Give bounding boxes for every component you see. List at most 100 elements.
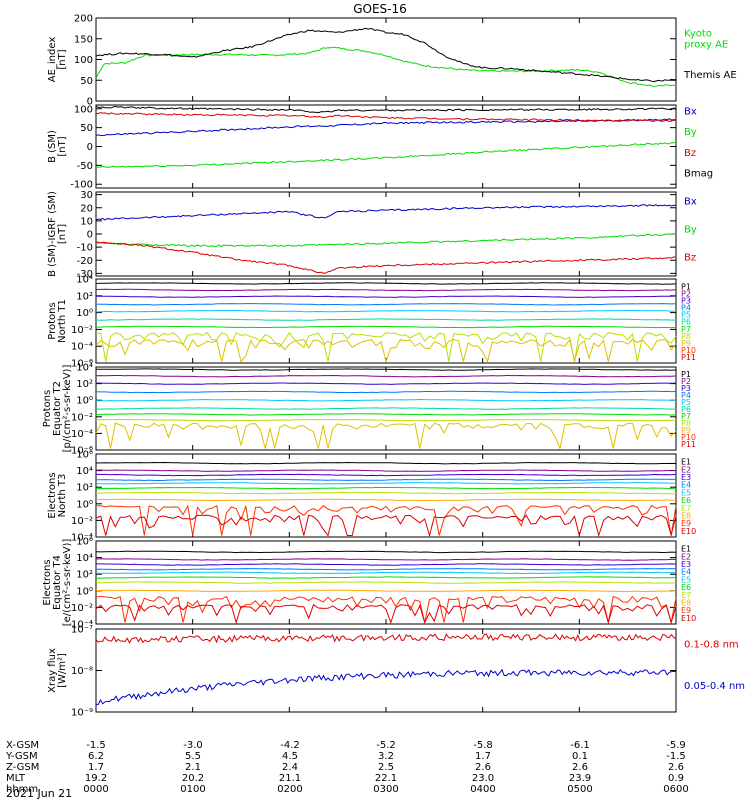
- series-line-p2: [95, 374, 677, 378]
- legend-e8: E8: [681, 512, 691, 521]
- y-tick-label: 10⁻²: [71, 325, 93, 336]
- y-axis-label: [nT]: [57, 49, 68, 69]
- series-line-e8: [95, 498, 677, 502]
- y-tick-label: 10⁻⁹: [71, 708, 93, 719]
- legend-p5: P5: [681, 398, 691, 407]
- y-tick-label: 0: [87, 142, 93, 153]
- footer-value: 0200: [277, 784, 302, 795]
- footer-value: -5.9: [666, 740, 686, 751]
- footer-value: -1.5: [86, 740, 106, 751]
- footer-value: 4.5: [282, 751, 298, 762]
- legend-e2: E2: [681, 465, 691, 474]
- legend-e8: E8: [681, 599, 691, 608]
- y-axis-label: North T1: [57, 299, 68, 343]
- y-tick-label: 10⁴: [76, 466, 93, 477]
- legend-e9: E9: [681, 519, 691, 528]
- series-line-e4: [95, 567, 677, 571]
- legend-p10: P10: [681, 346, 696, 355]
- footer-value: 3.2: [378, 751, 394, 762]
- panel-5: 10⁻⁶ 10⁻⁴ 10⁻² 10⁰ 10² 10⁴ Protons Equator T2 [p…: [42, 363, 696, 457]
- y-tick-label: -10: [77, 243, 93, 254]
- legend-e4: E4: [681, 481, 691, 490]
- legend-e2: E2: [681, 552, 691, 561]
- legend-e7: E7: [681, 504, 691, 513]
- footer-value: 0100: [180, 784, 205, 795]
- footer-value: -1.5: [666, 751, 686, 762]
- series-line-p4: [95, 303, 677, 306]
- y-tick-label: 10⁻²: [71, 516, 93, 527]
- y-tick-label: 50: [80, 76, 93, 87]
- y-axis-label: B (SM)-IGRF (SM): [47, 191, 58, 277]
- y-tick-label: 10⁻⁷: [71, 625, 93, 636]
- footer-value: 2.4: [282, 762, 298, 773]
- legend-e6: E6: [681, 496, 691, 505]
- series-line-e2: [95, 558, 677, 561]
- panel-7: 10⁻⁴ 10⁻² 10⁰ 10² 10⁴ 10⁶ Electrons Equator T4[…: [42, 537, 696, 631]
- series-line-p6: [95, 407, 676, 410]
- y-axis-label: Electrons: [47, 472, 58, 518]
- series-line-p9: [95, 422, 677, 451]
- series-line-p2: [95, 288, 677, 292]
- series-line-e5: [95, 482, 676, 485]
- y-tick-label: 10⁴: [76, 275, 93, 286]
- footer-value: 6.2: [88, 751, 104, 762]
- legend-e5: E5: [681, 575, 691, 584]
- footer-value: -4.2: [280, 740, 300, 751]
- legend-e1: E1: [681, 458, 691, 467]
- y-axis-label: [nT]: [57, 224, 68, 244]
- y-tick-label: 10⁻⁶: [71, 359, 93, 370]
- y-tick-label: 10⁴: [76, 553, 93, 564]
- y-tick-label: 100: [74, 55, 93, 66]
- y-tick-label: -20: [77, 256, 93, 267]
- series-line-e1: [95, 461, 677, 465]
- legend-p11: P11: [681, 440, 696, 449]
- y-tick-label: 10⁻⁴: [71, 620, 93, 631]
- legend-label: Bz: [684, 148, 696, 159]
- y-tick-label: 20: [80, 203, 93, 214]
- series-line-e10: [95, 603, 677, 625]
- y-tick-label: 10⁻²: [71, 412, 93, 423]
- y-tick-label: 200: [74, 14, 93, 25]
- series-line-p3: [95, 382, 677, 385]
- series-line-p4: [95, 390, 677, 394]
- footer-value: 0500: [567, 784, 592, 795]
- legend-p3: P3: [681, 384, 691, 393]
- footer-value: 0.9: [668, 773, 684, 784]
- series-line-e9: [95, 504, 677, 536]
- footer-value: -3.0: [183, 740, 203, 751]
- footer-value: 0.1: [572, 751, 588, 762]
- y-axis-label: Protons: [42, 390, 53, 427]
- legend-p1: P1: [681, 282, 691, 291]
- series-line-e6: [96, 486, 676, 490]
- series-line-kyoto-proxy-ae: [95, 46, 677, 88]
- panel-frame: [95, 628, 677, 713]
- legend-e4: E4: [681, 568, 691, 577]
- footer-row-label: MLT: [6, 773, 26, 784]
- y-tick-label: 0: [87, 97, 93, 108]
- series-line-p8: [95, 331, 677, 362]
- panel-4: 10⁻⁶ 10⁻⁴ 10⁻² 10⁰ 10² 10⁴ Protons North T1 P1P2…: [47, 275, 696, 370]
- series-line-bx: [95, 204, 677, 221]
- y-axis-label: [W/m²]: [57, 653, 68, 688]
- y-axis-label: Xray flux: [47, 648, 58, 693]
- legend-p4: P4: [681, 304, 691, 313]
- footer-value: 2.1: [185, 762, 201, 773]
- footer-value: 22.1: [375, 773, 397, 784]
- legend-label: 0.05-0.4 nm: [684, 681, 745, 692]
- y-tick-label: 10²: [76, 483, 93, 494]
- series-line-bz: [95, 241, 677, 274]
- series-line-p8: [95, 418, 677, 422]
- legend-p8: P8: [681, 419, 691, 428]
- y-tick-label: 150: [74, 34, 93, 45]
- y-tick-label: 10: [80, 216, 93, 227]
- legend-label: proxy AE: [684, 40, 728, 51]
- y-axis-label: AE_index: [47, 37, 58, 83]
- y-tick-label: 10⁻⁴: [71, 429, 93, 440]
- legend-label: Bmag: [684, 169, 713, 180]
- footer-value: 2.6: [668, 762, 684, 773]
- series-line-p5: [96, 309, 677, 313]
- footer-value: -5.8: [473, 740, 493, 751]
- legend-p3: P3: [681, 296, 691, 305]
